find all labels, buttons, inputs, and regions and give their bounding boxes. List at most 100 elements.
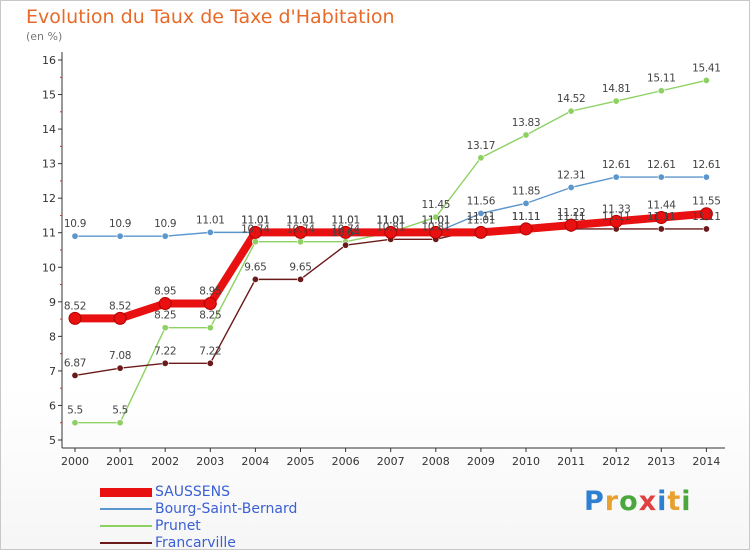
data-label: 11.45 xyxy=(422,199,451,211)
data-point xyxy=(567,107,575,115)
y-tick-label: 6 xyxy=(49,399,56,412)
data-label: 10.74 xyxy=(241,224,270,236)
data-label: 8.52 xyxy=(64,300,86,312)
data-label: 11.44 xyxy=(647,200,676,212)
data-label: 12.61 xyxy=(602,159,631,171)
data-label: 11.33 xyxy=(602,203,631,215)
data-point xyxy=(71,371,79,379)
data-point xyxy=(657,87,665,95)
x-tick-label: 2003 xyxy=(196,455,224,468)
legend-item: Prunet xyxy=(100,518,201,534)
legend-swatch xyxy=(100,525,152,527)
legend-item: Francarville xyxy=(100,535,236,551)
legend-swatch xyxy=(100,542,152,544)
y-tick-label: 9 xyxy=(49,296,56,309)
x-tick-label: 2000 xyxy=(61,455,89,468)
data-point xyxy=(702,76,710,84)
legend-swatch xyxy=(100,487,152,497)
y-tick-label: 14 xyxy=(42,123,56,136)
data-label: 11.11 xyxy=(467,211,496,223)
x-tick-label: 2010 xyxy=(512,455,540,468)
data-label: 11.85 xyxy=(512,185,541,197)
data-point xyxy=(702,225,710,233)
logo-letter: o xyxy=(619,486,639,517)
axes: 5 6 7 8 9 10 11 12 13 14 15 16 2000 2001 2002 2003 2004 2… xyxy=(42,52,725,468)
logo-letter: t xyxy=(667,486,682,517)
y-tick-label: 5 xyxy=(49,434,56,447)
data-point xyxy=(657,225,665,233)
x-tick-label: 2012 xyxy=(602,455,630,468)
data-point xyxy=(296,238,304,246)
data-point xyxy=(564,218,578,232)
data-point xyxy=(206,228,214,236)
data-label: 9.65 xyxy=(244,261,266,273)
data-label: 8.25 xyxy=(199,310,221,322)
data-point xyxy=(203,297,217,311)
data-point xyxy=(384,225,398,239)
legend-label: Francarville xyxy=(155,535,236,551)
data-label: 7.22 xyxy=(154,345,176,357)
data-point xyxy=(68,311,82,325)
data-point xyxy=(158,297,172,311)
data-point xyxy=(567,183,575,191)
data-point xyxy=(71,419,79,427)
data-label: 7.08 xyxy=(109,350,131,362)
data-point xyxy=(206,324,214,332)
data-label: 14.52 xyxy=(557,93,586,105)
data-label: 11.56 xyxy=(467,195,496,207)
data-label: 8.95 xyxy=(154,286,176,298)
data-label: 12.61 xyxy=(692,159,721,171)
data-label: 10.81 xyxy=(376,221,405,233)
x-tick-label: 2005 xyxy=(287,455,315,468)
y-tick-label: 7 xyxy=(49,365,56,378)
data-point xyxy=(339,225,353,239)
data-label: 10.9 xyxy=(64,218,86,230)
data-point xyxy=(251,238,259,246)
data-point xyxy=(116,419,124,427)
data-point xyxy=(429,225,443,239)
data-label: 5.5 xyxy=(67,405,83,417)
data-label: 11.01 xyxy=(331,214,360,226)
data-label: 11.01 xyxy=(241,214,270,226)
data-point xyxy=(113,311,127,325)
data-label: 5.5 xyxy=(112,405,128,417)
y-tick-label: 12 xyxy=(42,192,56,205)
data-label: 13.17 xyxy=(467,140,496,152)
data-label: 11.01 xyxy=(467,214,496,226)
data-label: 11.11 xyxy=(512,211,541,223)
legend-label: Prunet xyxy=(155,518,201,534)
data-point xyxy=(294,225,307,239)
data-label: 11.11 xyxy=(692,211,721,223)
data-label: 10.9 xyxy=(154,218,176,230)
y-tick-label: 13 xyxy=(42,158,56,171)
y-tick-label: 15 xyxy=(42,89,56,102)
data-label: 8.25 xyxy=(154,310,176,322)
data-point xyxy=(612,97,620,105)
data-label: 11.01 xyxy=(376,214,405,226)
data-point xyxy=(116,364,124,372)
data-label: 11.01 xyxy=(241,214,270,226)
data-point xyxy=(248,225,262,239)
data-label: 11.55 xyxy=(692,196,721,208)
data-label: 11.11 xyxy=(647,211,676,223)
logo-letter: P xyxy=(584,486,605,517)
x-tick-label: 2011 xyxy=(557,455,585,468)
data-point xyxy=(161,359,169,367)
y-tick-label: 10 xyxy=(42,261,56,274)
y-tick-label: 16 xyxy=(42,54,56,67)
data-label: 10.64 xyxy=(331,227,360,239)
data-label: 11.01 xyxy=(196,214,225,226)
data-label: 11.01 xyxy=(422,214,451,226)
data-label: 6.87 xyxy=(64,357,86,369)
data-point xyxy=(432,213,440,221)
logo-letter: r xyxy=(604,486,620,517)
x-tick-label: 2008 xyxy=(422,455,450,468)
data-point xyxy=(296,275,304,283)
data-label: 11.01 xyxy=(331,214,360,226)
series-lines xyxy=(74,79,707,424)
data-label: 12.61 xyxy=(647,159,676,171)
data-label: 11.22 xyxy=(557,207,586,219)
data-label: 11.01 xyxy=(376,214,405,226)
